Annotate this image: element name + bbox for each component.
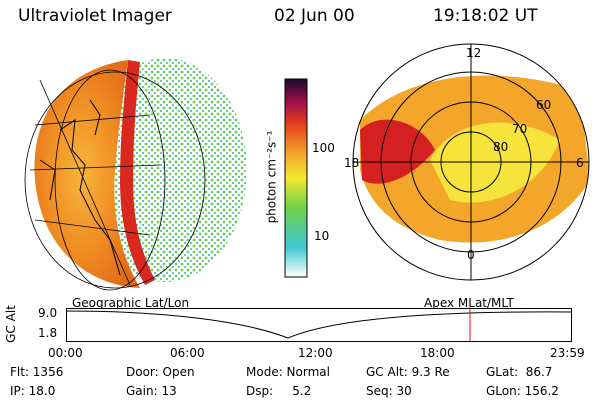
mlt-label-0: 0 (467, 248, 475, 262)
mlat-label-80: 80 (493, 140, 509, 154)
orbit-ylabel: GC Alt (3, 305, 18, 343)
orbit-altitude-trace (66, 310, 572, 339)
orbit-xtick-0600: 06:00 (170, 346, 205, 360)
polar-image (352, 43, 590, 281)
status-glat: GLat: 86.7 (486, 365, 553, 379)
mlt-label-6: 6 (576, 156, 584, 170)
colorbar-tick-100: 100 (312, 141, 335, 155)
orbit-xtick-2359: 23:59 (550, 346, 585, 360)
orbit-plot (66, 308, 572, 342)
colorbar-tick-10: 10 (314, 229, 330, 243)
status-gc-alt: GC Alt: 9.3 Re (366, 365, 450, 379)
right-panel-caption: Apex MLat/MLT (424, 296, 514, 310)
orbit-ymin: 1.8 (38, 326, 58, 340)
instrument-title: Ultraviolet Imager (18, 6, 172, 26)
status-dsp: Dsp: 5.2 (246, 384, 312, 398)
orbit-ymax: 9.0 (38, 306, 58, 320)
auroral-hotspot (360, 119, 435, 184)
status-glon: GLon: 156.2 (486, 384, 559, 398)
date-label: 02 Jun 00 (274, 6, 355, 26)
status-gain: Gain: 13 (126, 384, 177, 398)
mlt-label-18: 18 (344, 156, 360, 170)
mlt-label-12: 12 (466, 46, 482, 60)
colorbar-label: photon cm⁻²s⁻¹ (264, 130, 279, 224)
mlat-label-70: 70 (512, 122, 528, 136)
terminator-band (120, 60, 155, 285)
mlat-label-60: 60 (536, 98, 552, 112)
polar-grid (352, 43, 590, 281)
colorbar (284, 78, 308, 278)
status-ip: IP: 18.0 (10, 384, 56, 398)
status-door: Door: Open (126, 365, 195, 379)
time-label: 19:18:02 UT (433, 6, 538, 26)
status-mode: Mode: Normal (246, 365, 330, 379)
orbit-xtick-0000: 00:00 (48, 346, 83, 360)
geographic-image (24, 58, 247, 291)
lat-lon-grid (24, 69, 206, 291)
colorbar-scale (284, 78, 308, 278)
status-flt: Flt: 1356 (10, 365, 64, 379)
left-panel-caption: Geographic Lat/Lon (72, 296, 190, 310)
orbit-xtick-1200: 12:00 (298, 346, 333, 360)
orbit-xtick-1800: 18:00 (420, 346, 455, 360)
status-seq: Seq: 30 (366, 384, 412, 398)
